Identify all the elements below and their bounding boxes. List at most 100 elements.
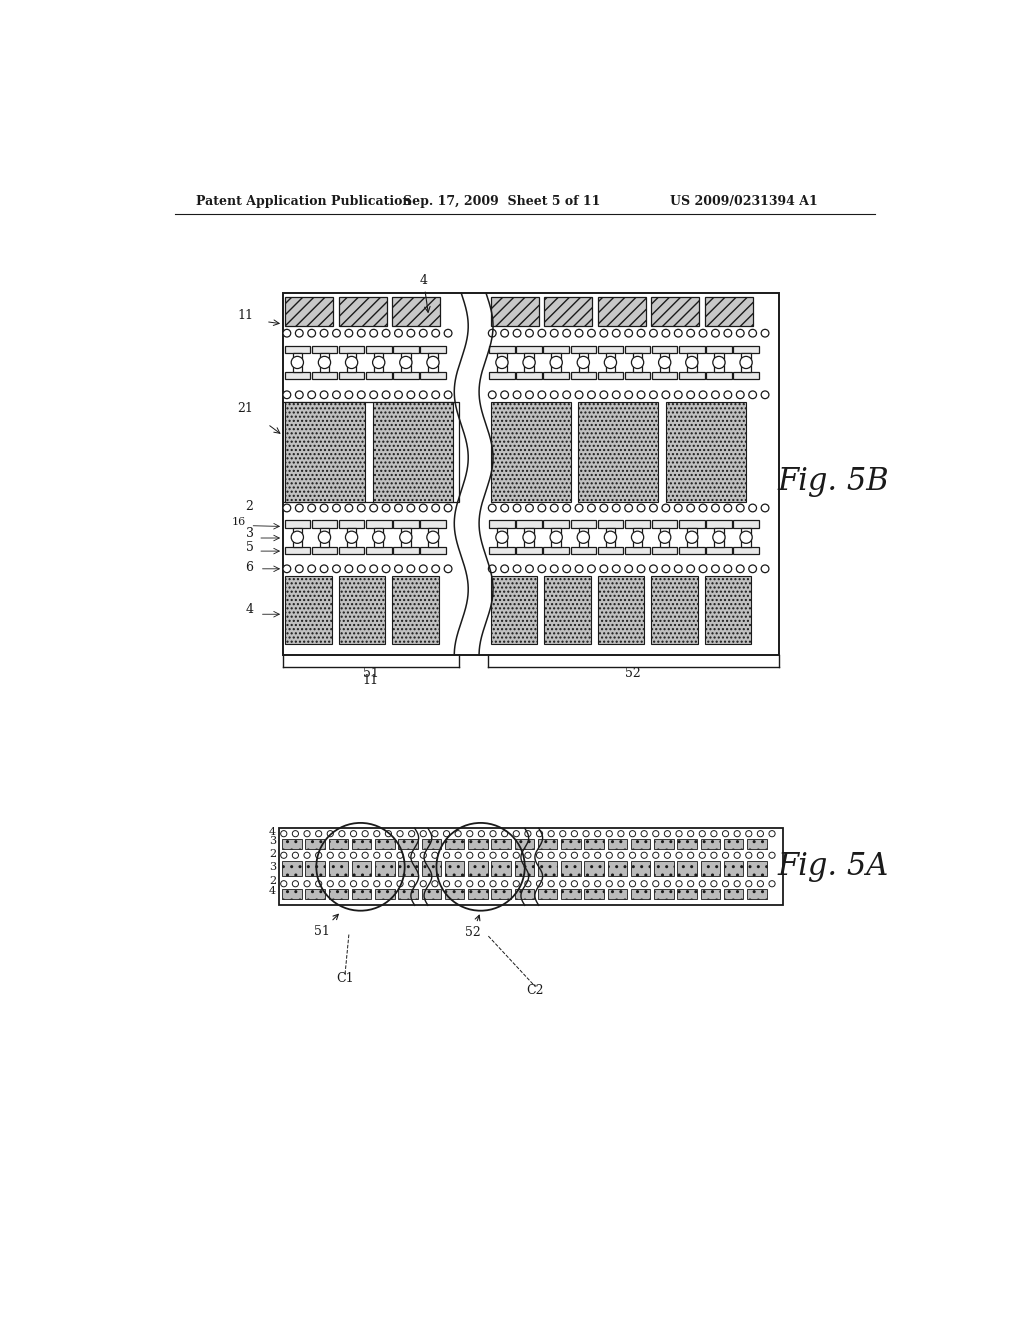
Bar [392,297,440,326]
Circle shape [722,880,729,887]
Circle shape [283,504,291,512]
Circle shape [427,356,439,368]
Circle shape [736,391,744,399]
Circle shape [513,880,519,887]
Circle shape [321,330,328,337]
Circle shape [649,330,657,337]
Bar [748,840,767,849]
Circle shape [478,853,484,858]
Bar [489,372,515,379]
Bar [598,576,644,644]
Bar [625,372,650,379]
Bar [700,840,720,849]
Circle shape [676,830,682,837]
Circle shape [488,330,496,337]
Circle shape [427,531,439,544]
Circle shape [630,853,636,858]
Circle shape [745,853,752,858]
Bar [741,352,751,372]
Circle shape [641,853,647,858]
Circle shape [712,504,719,512]
Text: 16: 16 [231,517,246,527]
Text: 4: 4 [269,828,276,837]
Text: Patent Application Publication: Patent Application Publication [197,195,412,209]
Text: C1: C1 [336,973,354,985]
Text: 52: 52 [626,668,641,680]
Bar [651,297,699,326]
Circle shape [370,330,378,337]
Circle shape [432,853,438,858]
Circle shape [571,880,578,887]
Text: 51: 51 [313,915,338,937]
Bar [544,346,569,352]
Circle shape [432,830,438,837]
Bar [659,352,670,372]
Bar [544,546,569,554]
Circle shape [345,531,357,544]
Circle shape [432,330,439,337]
Circle shape [712,330,719,337]
Bar [285,546,310,554]
Text: Fig. 5B: Fig. 5B [777,466,889,498]
Bar [625,346,650,352]
Circle shape [308,504,315,512]
Bar [570,546,596,554]
Circle shape [724,565,732,573]
Bar [489,346,515,352]
Circle shape [443,880,450,887]
Circle shape [513,391,521,399]
Bar [366,346,391,352]
Bar [570,520,596,528]
Circle shape [734,880,740,887]
Bar [339,297,387,326]
Circle shape [662,330,670,337]
Text: 21: 21 [238,403,254,416]
Text: 52: 52 [465,915,480,939]
Circle shape [711,880,717,887]
Circle shape [321,565,328,573]
Circle shape [489,880,496,887]
Circle shape [304,853,310,858]
Text: 4: 4 [420,275,428,286]
Text: US 2009/0231394 A1: US 2009/0231394 A1 [671,195,818,209]
Circle shape [699,391,707,399]
Bar [625,546,650,554]
Circle shape [281,853,287,858]
Circle shape [538,565,546,573]
Circle shape [420,504,427,512]
Bar [654,890,674,899]
Circle shape [420,391,427,399]
Circle shape [432,880,438,887]
Bar [544,297,592,326]
Circle shape [394,391,402,399]
Bar [285,520,310,528]
Bar [631,890,650,899]
Circle shape [687,330,694,337]
Circle shape [420,880,426,887]
Circle shape [538,504,546,512]
Circle shape [612,565,621,573]
Circle shape [641,830,647,837]
Circle shape [665,830,671,837]
Bar [544,372,569,379]
Bar [700,890,720,899]
Circle shape [630,880,636,887]
Circle shape [578,356,590,368]
Circle shape [333,565,340,573]
Circle shape [345,356,357,368]
Bar [538,890,557,899]
Circle shape [630,830,636,837]
Circle shape [357,565,366,573]
Bar [319,528,329,546]
Circle shape [308,565,315,573]
Bar [492,890,511,899]
Circle shape [550,531,562,544]
Circle shape [513,504,521,512]
Bar [570,372,596,379]
Circle shape [321,391,328,399]
Bar [678,840,697,849]
Bar [366,520,391,528]
Bar [352,861,372,876]
Circle shape [575,391,583,399]
Circle shape [283,565,291,573]
